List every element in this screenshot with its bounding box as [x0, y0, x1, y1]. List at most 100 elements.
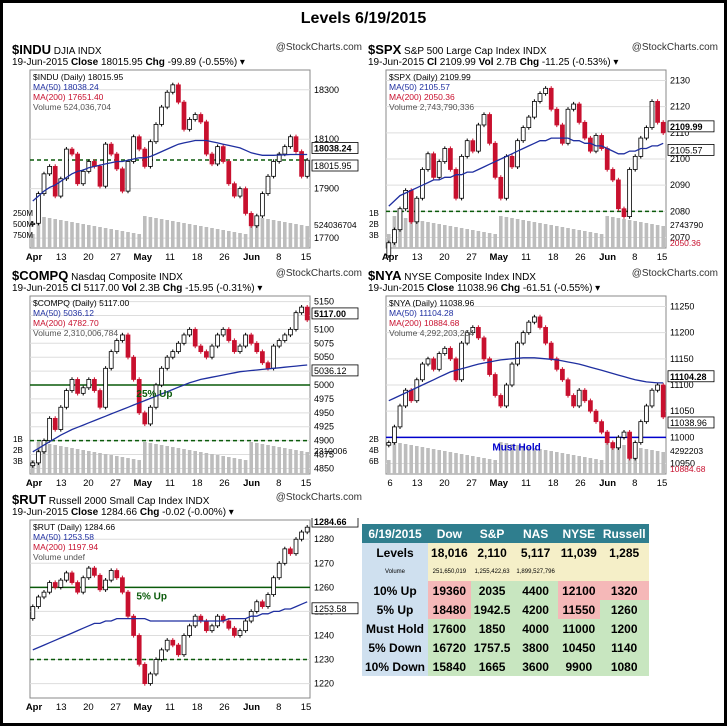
level-annotation: Must Hold: [492, 442, 540, 453]
source-label: @StockCharts.com: [275, 42, 362, 53]
volume-bar: [227, 231, 231, 248]
close-value: 18015.95: [100, 57, 146, 68]
candle-body: [616, 436, 621, 449]
candle-body: [30, 222, 36, 225]
y-tick-label: 5050: [314, 352, 334, 362]
candle-body: [655, 101, 660, 123]
ma50-line: [32, 364, 308, 453]
price-tag-box: [667, 416, 715, 429]
volume-bar: [243, 460, 248, 474]
y-tick-label: 10950: [670, 459, 695, 469]
volume-bar: [305, 452, 309, 474]
candle-body: [232, 627, 237, 636]
legend-entry: MA(200) 10884.68: [389, 318, 460, 328]
table-cell: [557, 562, 600, 581]
volume-bar: [277, 447, 281, 474]
volume-bar: [644, 223, 649, 248]
x-tick-label: Apr: [26, 478, 43, 489]
chart-header: $COMPQ Nasdaq Composite INDX @StockCharts…: [12, 268, 362, 283]
compq-chart-panel: $COMPQ Nasdaq Composite INDX @StockCharts…: [12, 268, 362, 490]
volume-bar: [120, 457, 125, 474]
x-tick-label: Jun: [243, 478, 260, 489]
candle-body: [226, 328, 232, 341]
candle-body: [520, 127, 526, 142]
table-row: 10% Down 15840 1665 3600 9900 1080: [362, 657, 649, 676]
candle-body: [271, 577, 276, 595]
quote-date: 19-Jun-2015: [368, 283, 427, 294]
x-tick-label: 27: [110, 702, 121, 713]
candle-body: [64, 148, 69, 180]
volume-bar: [187, 450, 192, 474]
chg-label: Chg: [500, 283, 523, 294]
chg-label: Chg: [519, 57, 542, 68]
candle-body: [243, 334, 248, 347]
x-tick-label: 15: [301, 252, 312, 263]
candle-body: [108, 570, 114, 581]
volume-bar: [560, 227, 565, 248]
candle-body: [304, 306, 310, 321]
x-tick-label: 15: [301, 478, 312, 489]
volume-bar: [661, 452, 665, 474]
vol-value: 2.7B: [496, 57, 520, 68]
x-tick-label: 8: [276, 478, 281, 489]
volume-bar: [571, 229, 576, 248]
volume-bar: [409, 219, 413, 248]
candle-body: [392, 229, 397, 244]
candle-body: [243, 620, 248, 632]
candle-body: [75, 582, 80, 593]
ma200-tag: 10884.68: [670, 464, 706, 474]
chg-label: Chg: [139, 507, 163, 518]
volume-bar: [594, 459, 598, 474]
volume-bar: [92, 226, 97, 248]
spx-chart-panel: $SPX S&P 500 Large Cap Index INDX @StockC…: [368, 42, 718, 264]
candle-body: [532, 101, 537, 118]
volume-bar: [504, 217, 509, 248]
volume-bar: [98, 453, 102, 474]
candle-body: [125, 161, 131, 192]
volume-bar: [448, 226, 453, 248]
x-tick-label: 20: [439, 478, 450, 489]
volume-bar: [243, 234, 248, 248]
candle-body: [164, 91, 170, 108]
volume-bar: [577, 230, 581, 248]
candle-body: [41, 591, 47, 598]
volume-bar: [532, 222, 537, 248]
volume-bar: [499, 442, 503, 474]
volume-bar: [611, 443, 615, 474]
volume-bar: [622, 219, 626, 248]
candle-body: [487, 358, 492, 375]
quote-date: 19-Jun-2015: [368, 57, 427, 68]
volume-bar: [210, 454, 214, 474]
volume-bar: [283, 222, 287, 248]
candle-body: [431, 358, 436, 370]
volume-bar: [204, 453, 209, 474]
candle-body: [487, 114, 492, 144]
volume-bar: [465, 455, 469, 474]
ma50-line: [388, 137, 664, 207]
candle-body: [192, 114, 198, 120]
candle-body: [136, 635, 142, 665]
vol-tick-label: 500M: [13, 220, 33, 229]
volume-bar: [81, 450, 85, 474]
table-row: 5% Up 18480 1942.5 4200 11550 1260: [362, 600, 649, 619]
y-tick-label: 11200: [670, 328, 694, 338]
candle-body: [69, 148, 75, 155]
close-value: 2109.99: [439, 57, 479, 68]
index-name: S&P 500 Large Cap Index INDX: [401, 46, 547, 57]
price-tag: 18015.95: [314, 161, 352, 171]
table-row: Levels 18,016 2,110 5,117 11,039 1,285: [362, 543, 649, 562]
candle-body: [448, 148, 453, 170]
indu-chart-panel: $INDU DJIA INDX @StockCharts.com 19-Jun-20…: [12, 42, 362, 264]
volume-bar: [420, 221, 425, 248]
x-tick-label: May: [134, 702, 153, 713]
source-label: @StockCharts.com: [631, 268, 718, 279]
y-tick-label: 1220: [314, 679, 334, 689]
volume-bar: [187, 224, 192, 248]
chg-label: Chg: [162, 283, 186, 294]
plot-area: [29, 519, 311, 699]
candle-body: [610, 169, 616, 181]
volume-bar: [510, 444, 514, 474]
candle-body: [254, 215, 260, 227]
candle-body: [464, 140, 470, 157]
candle-body: [304, 159, 310, 177]
